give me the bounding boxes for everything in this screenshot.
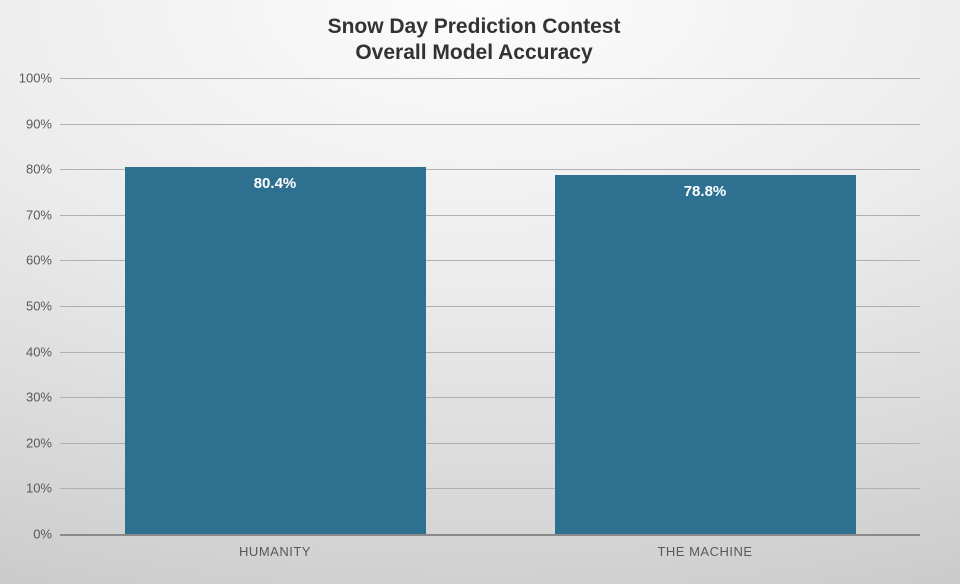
y-tick-label: 10%	[26, 481, 52, 496]
y-tick-label: 50%	[26, 299, 52, 314]
y-tick-label: 60%	[26, 253, 52, 268]
bar-value-label: 78.8%	[555, 183, 856, 200]
x-axis: HUMANITYTHE MACHINE	[60, 544, 920, 559]
bar-value-label: 80.4%	[125, 175, 426, 192]
y-tick-label: 30%	[26, 390, 52, 405]
y-tick-label: 90%	[26, 116, 52, 131]
y-tick-label: 80%	[26, 162, 52, 177]
bars-layer: 80.4% 78.8%	[60, 78, 920, 534]
plot-area: 80.4% 78.8%	[60, 78, 920, 534]
x-tick-label: HUMANITY	[60, 544, 490, 559]
bar: 80.4%	[125, 167, 426, 534]
y-tick-label: 40%	[26, 344, 52, 359]
chart-title: Snow Day Prediction Contest Overall Mode…	[18, 14, 930, 67]
bar-slot: 80.4%	[60, 78, 490, 534]
y-tick-label: 70%	[26, 207, 52, 222]
y-tick-label: 20%	[26, 435, 52, 450]
title-line-2: Overall Model Accuracy	[18, 40, 930, 66]
plot-region: 0%10%20%30%40%50%60%70%80%90%100% 80.4%7…	[60, 78, 920, 534]
y-axis: 0%10%20%30%40%50%60%70%80%90%100%	[10, 78, 52, 534]
bar: 78.8%	[555, 175, 856, 534]
y-tick-label: 100%	[19, 71, 52, 86]
chart-container: Snow Day Prediction Contest Overall Mode…	[0, 0, 960, 584]
y-tick-label: 0%	[33, 527, 52, 542]
x-tick-label: THE MACHINE	[490, 544, 920, 559]
bar-slot: 78.8%	[490, 78, 920, 534]
baseline	[60, 534, 920, 536]
title-line-1: Snow Day Prediction Contest	[18, 14, 930, 40]
